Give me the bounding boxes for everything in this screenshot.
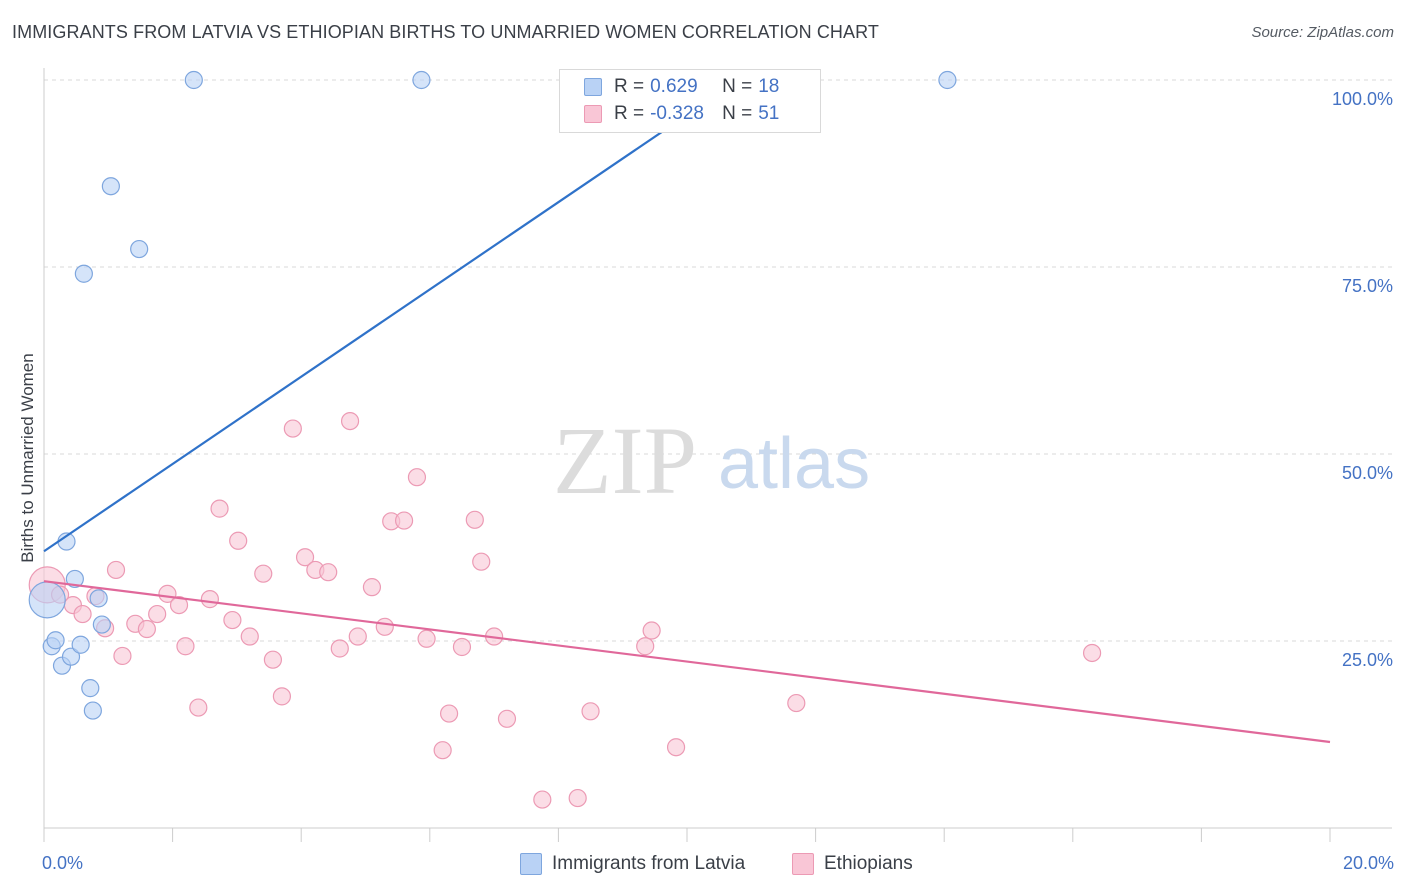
latvia-swatch-icon: [584, 78, 602, 96]
ethiopians-point: [642, 621, 661, 640]
ethiopians-point: [148, 604, 167, 624]
ethiopians-point: [439, 704, 459, 723]
latvia-point: [92, 615, 111, 634]
latvia-point: [65, 569, 84, 589]
legend-n-value: 51: [758, 103, 780, 124]
ethiopians-point: [272, 687, 292, 706]
latvia-point: [71, 635, 90, 654]
ethiopians-point: [394, 511, 414, 530]
latvia-legend-swatch-icon: [520, 853, 542, 875]
latvia-point: [412, 70, 431, 90]
latvia-point: [938, 70, 957, 90]
ethiopians-point: [787, 693, 806, 713]
watermark: ZIP atlas: [553, 407, 870, 514]
ethiopians-point: [106, 560, 126, 580]
axes: [43, 68, 1392, 842]
source-label: Source: ZipAtlas.com: [1251, 24, 1394, 41]
latvia-point: [101, 177, 120, 196]
ethiopians-point: [223, 610, 242, 630]
grid-lines: [44, 79, 1392, 642]
ethiopians-trend-line: [43, 580, 1331, 744]
latvia-point: [46, 631, 65, 650]
bottom-legend-ethiopians-label: Ethiopians: [824, 853, 913, 874]
x-tick-label: 0.0%: [42, 853, 83, 873]
bottom-legend-latvia-label: Immigrants from Latvia: [552, 853, 746, 874]
y-axis-label: Births to Unmarried Women: [18, 353, 37, 562]
legend-n-label: N =: [722, 76, 753, 97]
legend-r-value: 0.629: [650, 76, 698, 97]
legend-r-value: -0.328: [650, 103, 704, 124]
ethiopians-point: [319, 563, 338, 582]
ethiopians-point: [73, 604, 92, 624]
watermark-zip: ZIP: [553, 407, 697, 514]
y-tick-label: 100.0%: [1332, 89, 1393, 109]
ethiopians-point: [362, 578, 382, 597]
latvia-point: [83, 701, 102, 720]
ethiopians-point: [283, 419, 302, 438]
chart-title: IMMIGRANTS FROM LATVIA VS ETHIOPIAN BIRT…: [12, 22, 879, 42]
bottom-legend-ethiopians: Ethiopians: [792, 852, 913, 876]
y-tick-labels: 25.0% 50.0% 75.0% 100.0%: [1332, 89, 1393, 670]
ethiopians-point: [330, 639, 349, 658]
latvia-point: [61, 647, 81, 666]
y-tick-label: 75.0%: [1342, 276, 1393, 296]
ethiopians-point: [407, 468, 427, 487]
latvia-point: [130, 239, 149, 259]
x-tick-labels: 0.0% 20.0%: [42, 853, 1394, 873]
ethiopians-point: [417, 629, 436, 648]
ethiopians-point: [452, 637, 472, 657]
ethiopians-point: [176, 637, 195, 656]
ethiopians-point: [263, 650, 283, 669]
ethiopians-point: [189, 698, 208, 717]
watermark-atlas: atlas: [718, 424, 870, 504]
ethiopians-point: [666, 738, 686, 757]
ethiopians-point: [169, 595, 189, 615]
ethiopians-legend-swatch-icon: [792, 853, 814, 875]
ethiopians-point: [229, 531, 248, 550]
bottom-legend-latvia: Immigrants from Latvia: [520, 852, 745, 876]
ethiopians-point: [348, 627, 367, 646]
latvia-point: [184, 70, 203, 90]
ethiopians-point: [433, 741, 452, 760]
ethiopians-point: [210, 499, 229, 518]
legend-row-latvia: R = 0.629 N = 18: [584, 75, 779, 99]
ethiopians-point: [113, 646, 132, 666]
ethiopians-point: [497, 709, 517, 728]
ethiopians-point: [200, 590, 219, 609]
latvia-points: [28, 70, 957, 720]
stats-legend: R = 0.629 N = 18 R = -0.328 N = 51: [559, 69, 821, 133]
ethiopians-point: [472, 552, 491, 571]
legend-r-label: R =: [614, 103, 645, 124]
legend-r-label: R =: [614, 76, 645, 97]
latvia-point: [89, 589, 108, 608]
legend-n-label: N =: [722, 103, 753, 124]
ethiopians-point: [568, 788, 587, 808]
ethiopians-point: [137, 619, 156, 639]
legend-n-value: 18: [758, 76, 780, 97]
ethiopians-point: [240, 627, 259, 646]
ethiopians-point: [375, 617, 394, 636]
ethiopians-point: [1082, 643, 1102, 663]
ethiopians-point: [254, 564, 273, 583]
latvia-point: [74, 264, 93, 283]
y-tick-label: 50.0%: [1342, 463, 1393, 483]
ethiopians-point: [465, 510, 484, 529]
ethiopians-point: [636, 637, 655, 656]
ethiopians-swatch-icon: [584, 105, 602, 123]
latvia-trend-line: [43, 79, 740, 553]
ethiopians-point: [533, 790, 552, 809]
ethiopians-point: [340, 411, 360, 431]
legend-row-ethiopians: R = -0.328 N = 51: [584, 102, 779, 126]
trend-lines: [43, 79, 1331, 744]
ethiopians-point: [295, 548, 315, 567]
latvia-point: [28, 581, 66, 619]
ethiopians-point: [581, 702, 600, 721]
latvia-point: [81, 679, 100, 698]
x-tick-label: 20.0%: [1343, 853, 1394, 873]
y-tick-label: 25.0%: [1342, 650, 1393, 670]
